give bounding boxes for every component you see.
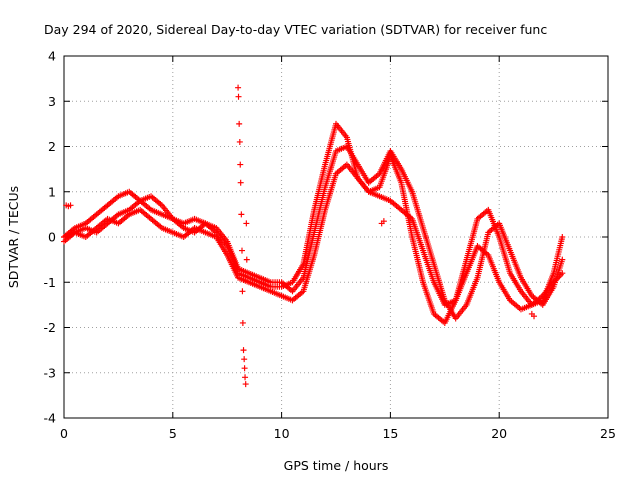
x-tick-label: 20 xyxy=(491,426,507,441)
axis-ticks xyxy=(63,55,609,419)
point-isolated-points xyxy=(531,313,538,320)
point-spikes-near-8h xyxy=(240,347,247,354)
x-tick-label: 5 xyxy=(169,426,177,441)
point-track-a xyxy=(559,234,566,240)
y-tick-label: 1 xyxy=(48,184,56,199)
point-spikes-near-8h xyxy=(237,179,244,186)
y-tick-labels: -4 -3 -2 -1 0 1 2 3 4 xyxy=(44,49,57,426)
point-spikes-near-8h xyxy=(239,319,246,326)
y-tick-label: 0 xyxy=(48,230,56,245)
x-tick-labels: 0 5 10 15 20 25 xyxy=(60,426,616,441)
point-spikes-near-8h xyxy=(235,84,242,91)
point-spikes-near-8h xyxy=(241,365,248,372)
point-spikes-near-8h xyxy=(235,93,242,100)
y-tick-label: 4 xyxy=(48,49,56,64)
y-tick-label: -4 xyxy=(44,411,57,426)
y-tick-label: -1 xyxy=(44,275,56,290)
point-spikes-near-8h xyxy=(242,381,249,388)
y-axis-label: SDTVAR / TECUs xyxy=(6,186,21,288)
y-tick-label: 3 xyxy=(48,94,56,109)
y-tick-label: -3 xyxy=(44,365,56,380)
data-points xyxy=(61,84,566,388)
y-tick-label: -2 xyxy=(44,320,56,335)
chart-title: Day 294 of 2020, Sidereal Day-to-day VTE… xyxy=(44,22,547,37)
point-isolated-points xyxy=(67,202,74,209)
point-spikes-near-8h xyxy=(241,356,248,363)
x-axis-label: GPS time / hours xyxy=(284,458,389,473)
point-spikes-near-8h xyxy=(236,120,243,127)
x-tick-label: 10 xyxy=(274,426,290,441)
point-spikes-near-8h xyxy=(239,288,246,295)
point-track-c xyxy=(559,270,566,277)
y-tick-label: 2 xyxy=(48,139,56,154)
point-spikes-near-8h xyxy=(238,211,245,218)
point-spikes-near-8h xyxy=(236,138,243,145)
point-spikes-near-8h xyxy=(243,220,250,227)
x-tick-label: 25 xyxy=(600,426,616,441)
grid-lines xyxy=(64,56,608,418)
point-spikes-near-8h xyxy=(242,374,249,381)
x-tick-label: 0 xyxy=(60,426,68,441)
point-spikes-near-8h xyxy=(238,247,245,254)
point-isolated-points xyxy=(380,218,387,225)
x-tick-label: 15 xyxy=(382,426,398,441)
point-spikes-near-8h xyxy=(237,161,244,168)
point-track-b xyxy=(559,256,566,263)
point-spikes-near-8h xyxy=(243,256,250,263)
